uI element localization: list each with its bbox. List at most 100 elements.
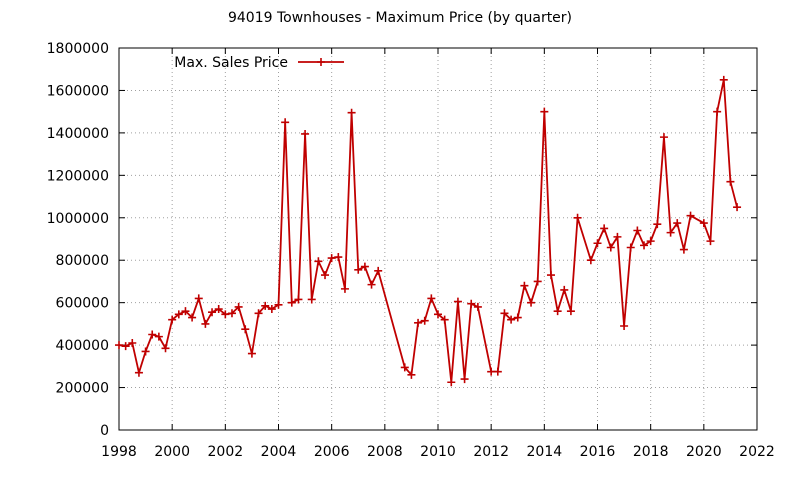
x-tick-label: 2006 <box>314 444 350 460</box>
data-point <box>181 307 190 316</box>
data-point <box>520 281 529 290</box>
data-point <box>586 256 595 265</box>
data-point <box>188 313 197 322</box>
data-point <box>414 318 423 327</box>
data-point <box>128 338 137 347</box>
data-point <box>640 241 649 250</box>
data-point <box>653 220 662 229</box>
y-tick-label: 1800000 <box>47 41 109 57</box>
data-point <box>340 284 349 293</box>
x-tick-label: 2016 <box>580 444 616 460</box>
y-tick-label: 800000 <box>56 253 109 269</box>
data-point <box>121 342 130 351</box>
data-point <box>606 243 615 252</box>
data-point <box>254 309 263 318</box>
data-point <box>354 265 363 274</box>
data-point <box>447 378 456 387</box>
y-tick-label: 600000 <box>56 296 109 312</box>
data-point <box>713 107 722 116</box>
data-point <box>553 307 562 316</box>
grid-lines <box>119 48 757 430</box>
data-point <box>626 243 635 252</box>
data-point <box>546 271 555 280</box>
data-point <box>214 305 223 314</box>
plot-frame <box>118 47 758 431</box>
data-point <box>301 129 310 138</box>
legend-plus-marker <box>317 58 325 66</box>
data-point <box>274 300 283 309</box>
data-point <box>493 367 502 376</box>
data-point <box>307 295 316 304</box>
data-point <box>719 75 728 84</box>
data-point <box>174 310 183 319</box>
data-point <box>666 228 675 237</box>
y-tick-label: 1200000 <box>47 168 109 184</box>
x-tick-label: 2022 <box>739 444 775 460</box>
x-tick-label: 2018 <box>633 444 669 460</box>
data-point <box>440 315 449 324</box>
data-point <box>420 316 429 325</box>
data-point <box>453 297 462 306</box>
axes: 0 200000 400000 600000 800000 1000000 1200000 1… <box>47 41 775 460</box>
data-point <box>400 363 409 372</box>
data-point <box>141 347 150 356</box>
data-point <box>407 370 416 379</box>
data-point <box>566 307 575 316</box>
data-point <box>573 213 582 222</box>
legend-label: Max. Sales Price <box>174 55 288 71</box>
data-point <box>513 313 522 322</box>
data-point <box>314 257 323 266</box>
data-point <box>287 298 296 307</box>
data-point <box>467 299 476 308</box>
x-tick-label: 2002 <box>208 444 244 460</box>
data-point <box>434 310 442 319</box>
data-point <box>706 237 715 246</box>
data-point <box>533 277 542 286</box>
y-tick-label: 200000 <box>56 381 109 397</box>
y-tick-label: 1000000 <box>47 211 109 227</box>
data-point <box>134 368 143 377</box>
y-tick-label: 1600000 <box>47 83 109 99</box>
x-tick-label: 2012 <box>473 444 509 460</box>
data-point <box>659 133 668 142</box>
data-point <box>427 294 436 303</box>
data-point <box>726 177 735 186</box>
data-point <box>620 322 629 331</box>
data-point <box>234 302 243 311</box>
data-point <box>281 118 290 127</box>
data-point <box>679 245 688 254</box>
data-point <box>208 308 217 317</box>
data-point <box>267 305 276 314</box>
data-point <box>699 219 708 228</box>
data-point <box>540 107 549 116</box>
data-point <box>374 266 383 275</box>
data-point <box>673 219 682 228</box>
data-point <box>227 309 236 318</box>
data-point <box>633 226 642 235</box>
data-point <box>221 310 230 319</box>
data-point <box>360 262 369 271</box>
data-point <box>560 285 569 294</box>
x-tick-label: 2010 <box>420 444 456 460</box>
data-point <box>600 224 609 233</box>
data-point <box>294 295 303 304</box>
data-point <box>334 253 343 262</box>
data-point <box>613 232 622 241</box>
data-point <box>367 280 376 289</box>
data-point <box>194 294 203 303</box>
data-point <box>241 325 250 334</box>
data-point <box>500 309 509 318</box>
data-point <box>686 211 695 220</box>
x-tick-label: 2000 <box>154 444 190 460</box>
data-point <box>347 108 356 117</box>
series-line <box>118 78 738 384</box>
data-point <box>115 341 123 350</box>
data-point <box>261 301 270 310</box>
legend-plus-shape <box>317 58 325 66</box>
data-point <box>327 254 336 263</box>
data-point <box>733 203 742 212</box>
x-tick-label: 2020 <box>686 444 722 460</box>
data-point <box>593 239 602 248</box>
data-point <box>247 349 256 358</box>
